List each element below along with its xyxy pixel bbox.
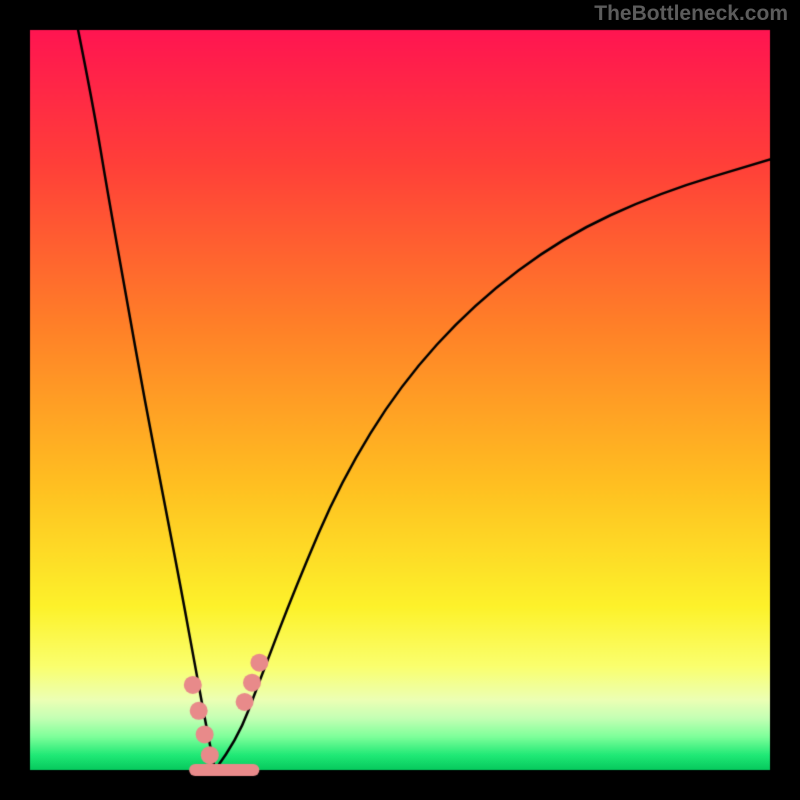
gradient-curve-canvas (0, 0, 800, 800)
bottleneck-chart: TheBottleneck.com (0, 0, 800, 800)
watermark-text: TheBottleneck.com (594, 2, 788, 26)
